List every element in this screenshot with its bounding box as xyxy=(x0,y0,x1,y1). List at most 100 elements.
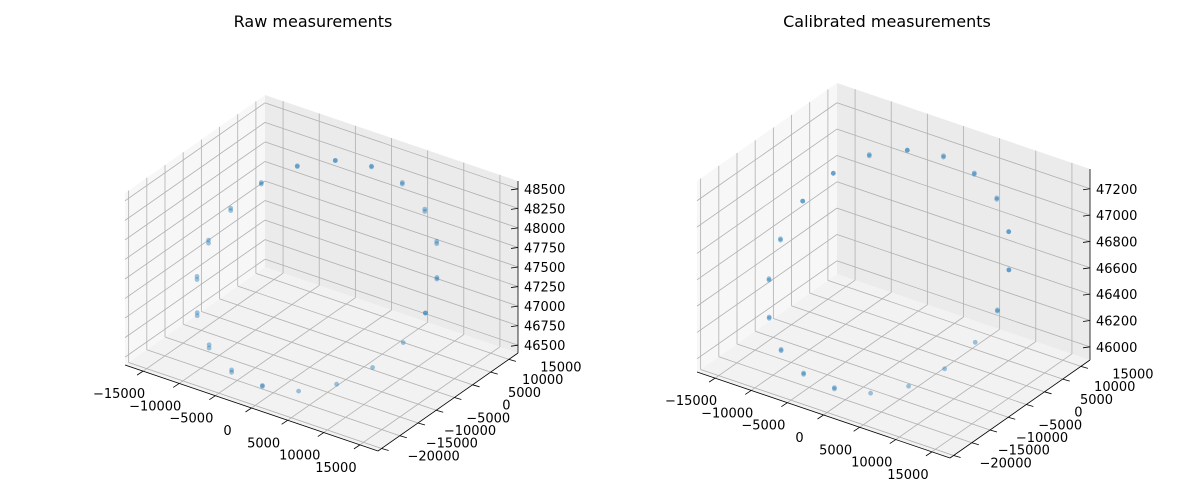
x-tick-mark xyxy=(172,383,180,388)
data-point xyxy=(941,154,946,160)
z-tick-label: 46600 xyxy=(1096,262,1137,277)
y-tick-mark xyxy=(508,358,517,362)
x-tick-label: 10000 xyxy=(851,456,892,471)
data-point xyxy=(942,366,947,372)
x-tick-label: 10000 xyxy=(279,449,320,464)
x-tick-label: 15000 xyxy=(887,468,928,483)
y-tick-mark xyxy=(454,397,462,400)
data-point xyxy=(906,383,911,389)
x-tick-label: −10000 xyxy=(701,406,753,421)
data-point xyxy=(400,340,406,345)
data-point xyxy=(868,390,873,396)
x-tick-label: 5000 xyxy=(247,436,280,451)
data-point xyxy=(971,171,977,177)
data-point xyxy=(332,158,338,163)
z-tick-mark xyxy=(1082,241,1091,243)
data-point xyxy=(194,274,200,279)
y-tick-label: 5000 xyxy=(508,386,541,401)
grid-line-z-left xyxy=(124,180,266,280)
z-tick-label: 47000 xyxy=(524,300,565,315)
y-tick-mark xyxy=(971,442,979,446)
y-tick-mark xyxy=(399,435,407,439)
z-tick-mark xyxy=(1082,214,1091,217)
z-tick-mark xyxy=(510,188,519,191)
z-tick-mark xyxy=(1082,188,1091,191)
z-tick-label: 48250 xyxy=(524,202,565,217)
grid-line-z-left xyxy=(124,219,266,319)
grid-line-z-left xyxy=(696,207,838,307)
data-point xyxy=(370,365,375,370)
grid-line-y-floor xyxy=(164,336,419,424)
data-point xyxy=(778,237,783,243)
y-axis-line xyxy=(377,352,519,452)
data-point xyxy=(766,314,772,320)
grid-line-z-back xyxy=(264,180,519,268)
z-tick-mark xyxy=(510,227,519,230)
y-tick-mark xyxy=(436,409,444,413)
data-point xyxy=(830,170,836,176)
grid-line-z-back xyxy=(836,128,1091,216)
z-tick-mark xyxy=(510,207,519,210)
grid-line-x-floor xyxy=(895,341,1037,440)
grid-line-z-back xyxy=(836,207,1091,295)
grid-line-x-floor xyxy=(323,334,465,433)
data-point xyxy=(399,180,405,185)
z-tick-label: 46750 xyxy=(524,320,565,335)
z-tick-label: 47200 xyxy=(1096,183,1137,198)
grid-line-z-back xyxy=(836,155,1091,242)
z-tick-label: 48500 xyxy=(524,183,565,198)
y-tick-mark xyxy=(1008,416,1016,420)
data-point xyxy=(423,310,428,316)
x-tick-mark xyxy=(889,439,897,444)
y-tick-mark xyxy=(1026,404,1034,407)
grid-line-x-floor xyxy=(251,309,392,409)
data-point xyxy=(434,241,440,247)
data-point xyxy=(258,180,264,185)
grid-line-z-back xyxy=(264,239,519,327)
y-tick-label: −20000 xyxy=(408,449,460,464)
data-point xyxy=(830,170,836,176)
data-point xyxy=(1006,229,1012,235)
data-point xyxy=(800,198,806,204)
z-tick-label: 46500 xyxy=(524,339,565,354)
grid-line-x-floor xyxy=(750,292,892,391)
data-point xyxy=(801,371,806,377)
y-tick-label: −5000 xyxy=(1038,418,1082,433)
y-tick-label: −15000 xyxy=(426,437,478,452)
data-point xyxy=(866,152,872,158)
y-tick-label: −20000 xyxy=(980,456,1032,471)
data-point xyxy=(206,342,212,348)
data-point xyxy=(260,383,265,389)
pane-left-wall xyxy=(697,83,837,372)
data-point xyxy=(971,170,977,176)
x-tick-mark xyxy=(209,395,216,401)
data-point xyxy=(294,163,300,169)
grid-line-z-left xyxy=(124,161,266,260)
grid-line-y-floor xyxy=(201,311,455,398)
y-tick-mark xyxy=(472,384,480,388)
data-point xyxy=(800,198,806,204)
y-tick-label: 10000 xyxy=(522,373,563,388)
z-tick-mark xyxy=(510,325,519,328)
y-tick-label: −10000 xyxy=(444,424,496,439)
data-point xyxy=(994,195,1000,201)
data-point xyxy=(995,308,1000,314)
grid-line-z-back xyxy=(264,161,519,248)
data-point xyxy=(1006,229,1012,235)
data-point xyxy=(194,313,200,319)
grid-line-y-floor xyxy=(128,362,382,449)
grid-line-z-left xyxy=(696,128,838,228)
data-point xyxy=(866,153,872,159)
data-point xyxy=(766,277,772,283)
grid-line-y-floor xyxy=(809,292,1063,380)
data-point xyxy=(801,370,806,376)
grid-line-y-floor xyxy=(827,279,1082,367)
x-tick-label: 0 xyxy=(223,424,231,439)
grid-line-z-left xyxy=(696,260,838,360)
grid-line-y-floor xyxy=(237,285,491,373)
grid-line-z-back xyxy=(264,102,519,190)
grid-line-x-floor xyxy=(714,279,856,379)
y-tick-label: 5000 xyxy=(1080,393,1113,408)
z-tick-mark xyxy=(1082,320,1091,322)
x-tick-label: 5000 xyxy=(819,443,852,458)
